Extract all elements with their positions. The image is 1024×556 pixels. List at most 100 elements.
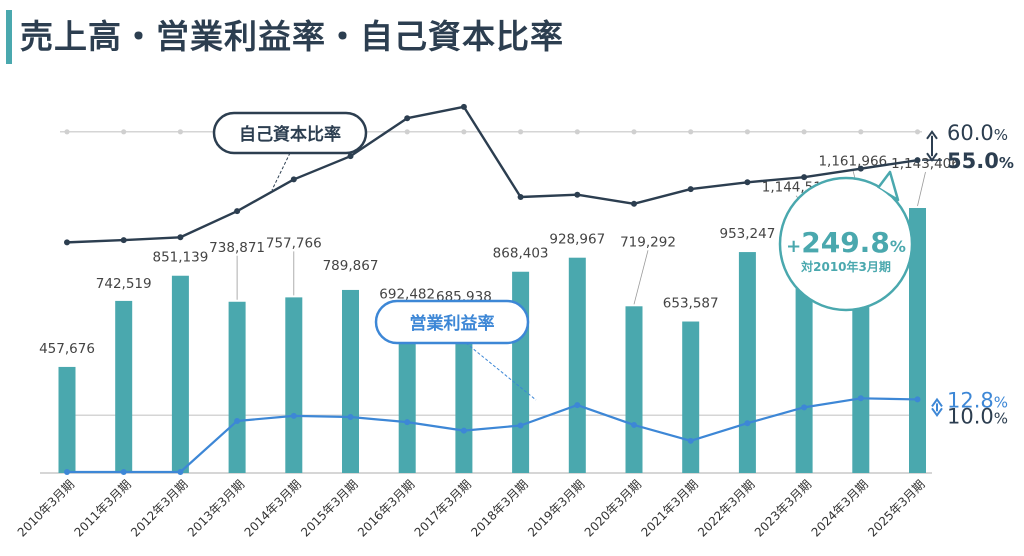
data-label-leader bbox=[633, 250, 649, 305]
bar bbox=[58, 366, 76, 473]
operating-margin-point bbox=[687, 437, 694, 444]
operating-margin-point bbox=[177, 469, 184, 475]
equity-ratio-point bbox=[801, 174, 808, 181]
page-title: 売上高・営業利益率・自己資本比率 bbox=[20, 17, 564, 56]
operating-margin-point bbox=[857, 395, 864, 402]
reference-marker bbox=[574, 129, 580, 135]
x-tick-label: 2016年3月期 bbox=[355, 477, 417, 539]
ref-10-label: 10.0% bbox=[947, 404, 1008, 428]
x-tick-label: 2010年3月期 bbox=[15, 477, 77, 539]
x-tick-label: 2013年3月期 bbox=[185, 477, 247, 539]
operating-margin-point bbox=[517, 422, 524, 429]
operating-margin-point bbox=[120, 469, 127, 475]
margin-end-label: 12.8% bbox=[947, 388, 1008, 412]
equity-ratio-point bbox=[687, 186, 694, 193]
title-accent-bar bbox=[6, 10, 12, 64]
equity-ratio-point bbox=[744, 179, 751, 186]
bar-data-label: 851,139 bbox=[152, 250, 208, 266]
x-tick-label: 2019年3月期 bbox=[525, 477, 587, 539]
equity-ratio-point bbox=[177, 234, 184, 241]
bar bbox=[455, 314, 473, 473]
operating-margin-point bbox=[234, 417, 241, 424]
bar-data-label: 457,676 bbox=[39, 341, 95, 357]
reference-marker bbox=[631, 129, 637, 135]
equity-ratio-point bbox=[64, 239, 70, 246]
bar-data-label: 692,482 bbox=[379, 287, 435, 303]
equity-ratio-point bbox=[574, 191, 581, 198]
x-tick-label: 2020年3月期 bbox=[582, 477, 644, 539]
bar bbox=[568, 257, 586, 473]
margin-callout-box bbox=[374, 299, 530, 345]
equity-ratio-point bbox=[347, 153, 354, 160]
equity-ratio-point bbox=[404, 115, 411, 122]
operating-margin-point bbox=[290, 412, 297, 419]
bar-data-label: 742,519 bbox=[96, 276, 152, 292]
operating-margin-point bbox=[64, 469, 70, 475]
bar bbox=[115, 300, 133, 473]
operating-margin-point bbox=[914, 396, 921, 403]
reference-marker bbox=[914, 129, 921, 135]
reference-marker bbox=[404, 129, 410, 135]
equity-callout-box bbox=[212, 111, 368, 155]
equity-ratio-point bbox=[234, 208, 241, 215]
reference-marker bbox=[461, 129, 467, 135]
bar-data-label: 757,766 bbox=[266, 235, 322, 251]
bar-data-label: 1,161,966 bbox=[818, 154, 887, 170]
operating-margin-point bbox=[801, 404, 808, 411]
x-tick-label: 2025年3月期 bbox=[865, 477, 927, 539]
bar-data-label: 928,967 bbox=[549, 232, 605, 248]
x-tick-label: 2023年3月期 bbox=[752, 477, 814, 539]
operating-margin-point bbox=[404, 419, 411, 426]
equity-ratio-point bbox=[120, 237, 127, 244]
reference-marker bbox=[744, 129, 751, 135]
operating-margin-point bbox=[347, 414, 354, 421]
bar-data-label: 789,867 bbox=[323, 258, 379, 274]
margin-callout-label: 営業利益率 bbox=[410, 313, 495, 334]
growth-value: +249.8% bbox=[786, 226, 906, 259]
equity-ratio-point bbox=[631, 200, 637, 207]
callout-leader bbox=[271, 152, 291, 191]
margin-change-arrow-head bbox=[931, 397, 943, 408]
equity-ratio-point bbox=[914, 157, 921, 164]
equity-change-arrow-head bbox=[926, 130, 938, 140]
bar bbox=[285, 297, 303, 473]
x-tick-label: 2017年3月期 bbox=[412, 477, 474, 539]
reference-marker bbox=[688, 129, 694, 135]
bar bbox=[738, 252, 756, 473]
reference-marker bbox=[121, 129, 127, 135]
bar bbox=[171, 275, 189, 473]
bar bbox=[625, 306, 643, 473]
operating-margin-point bbox=[631, 421, 637, 428]
bar bbox=[909, 208, 926, 473]
growth-bubble-fill bbox=[781, 179, 911, 309]
operating-margin-line bbox=[67, 397, 918, 474]
reference-marker bbox=[518, 129, 524, 135]
reference-marker bbox=[177, 129, 183, 135]
equity-callout-label: 自己資本比率 bbox=[239, 124, 341, 145]
margin-change-arrow-head bbox=[931, 407, 943, 418]
x-tick-label: 2022年3月期 bbox=[695, 477, 757, 539]
data-label-leader bbox=[917, 171, 926, 207]
x-tick-label: 2012年3月期 bbox=[128, 477, 190, 539]
operating-margin-point bbox=[460, 427, 467, 434]
bar-data-label: 868,403 bbox=[493, 246, 549, 262]
equity-ratio-point bbox=[460, 103, 467, 110]
bar bbox=[398, 312, 416, 473]
growth-note: 対2010年3月期 bbox=[800, 259, 891, 274]
callout-leader bbox=[465, 342, 537, 401]
operating-margin-point bbox=[744, 420, 751, 427]
reference-marker bbox=[858, 129, 864, 135]
operating-margin-point bbox=[574, 402, 581, 409]
bar bbox=[682, 321, 700, 473]
bar-data-label: 653,587 bbox=[663, 296, 719, 312]
bar bbox=[228, 301, 246, 473]
equity-ratio-point bbox=[517, 194, 524, 201]
equity-ratio-line bbox=[66, 105, 918, 244]
equity-end-label: 55.0% bbox=[947, 149, 1014, 173]
x-tick-label: 2024年3月期 bbox=[809, 477, 871, 539]
bar bbox=[342, 289, 359, 473]
reference-marker bbox=[801, 129, 807, 135]
bar-data-label: 738,871 bbox=[209, 240, 265, 256]
